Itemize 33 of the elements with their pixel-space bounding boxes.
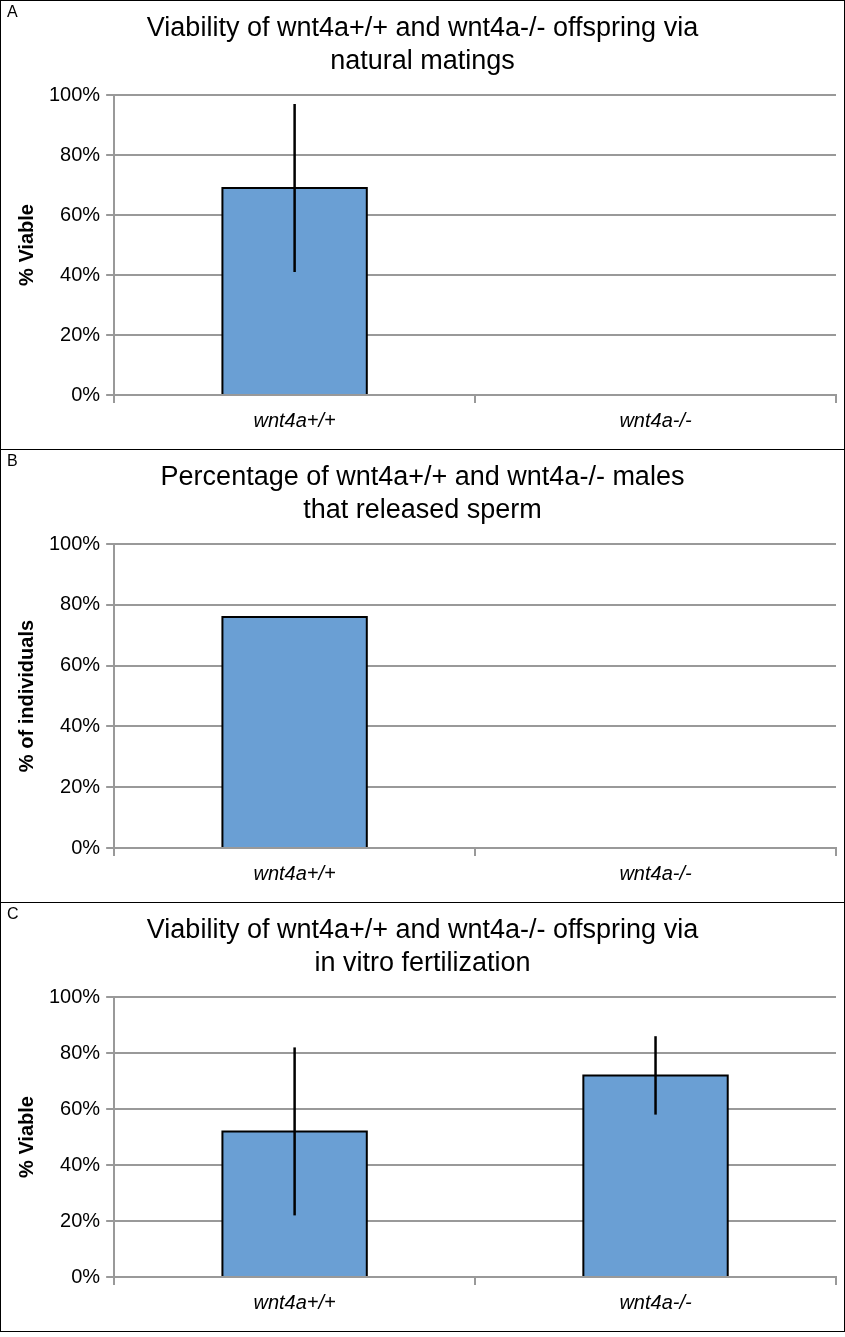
x-tick-label: wnt4a+/+ xyxy=(253,861,336,884)
text: C xyxy=(7,905,19,923)
x-tick-label: wnt4a+/+ xyxy=(253,1290,336,1313)
x-tick-label: wnt4a+/+ xyxy=(253,408,336,431)
y-tick-label: 100% xyxy=(49,984,101,1007)
y-tick-label: 100% xyxy=(49,82,101,105)
y-tick-label: 60% xyxy=(60,202,101,225)
y-tick-label: 60% xyxy=(60,1096,101,1119)
text: A xyxy=(7,3,18,21)
y-tick-label: 40% xyxy=(60,1152,101,1175)
y-tick-label: 100% xyxy=(49,531,101,554)
y-tick-label: 80% xyxy=(60,1040,101,1063)
y-tick-label: 0% xyxy=(71,382,101,405)
y-axis-title: % of individuals xyxy=(14,619,37,773)
chart-title: Viability of wnt4a+/+ and wnt4a-/- offspring via in vitro fertilization xyxy=(145,913,700,979)
y-axis-title: % Viable xyxy=(14,1096,37,1178)
x-tick-label: wnt4a-/- xyxy=(619,861,692,884)
y-tick-label: 40% xyxy=(60,713,101,736)
y-tick-label: 0% xyxy=(71,835,101,858)
x-tick-label: wnt4a-/- xyxy=(619,1290,692,1313)
chart-title: Viability of wnt4a+/+ and wnt4a-/- offspring via natural matings xyxy=(145,11,700,77)
y-tick-label: 20% xyxy=(60,1208,101,1231)
y-tick-label: 0% xyxy=(71,1264,101,1287)
y-tick-label: 20% xyxy=(60,774,101,797)
y-axis-title: % Viable xyxy=(14,204,37,286)
text: B xyxy=(7,452,18,470)
y-tick-label: 80% xyxy=(60,592,101,615)
y-tick-label: 80% xyxy=(60,142,101,165)
y-tick-label: 60% xyxy=(60,653,101,676)
chart-title: Percentage of wnt4a+/+ and wnt4a-/- males that released sperm xyxy=(159,460,686,526)
y-tick-label: 20% xyxy=(60,322,101,345)
x-tick-label: wnt4a-/- xyxy=(619,408,692,431)
y-tick-label: 40% xyxy=(60,262,101,285)
